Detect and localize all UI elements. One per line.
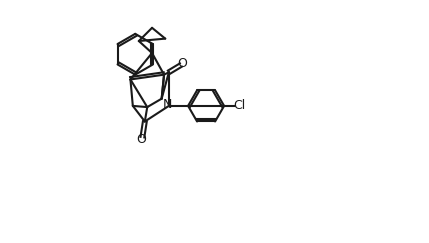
Text: N: N xyxy=(163,98,172,111)
Text: Cl: Cl xyxy=(234,99,246,112)
Text: O: O xyxy=(136,133,146,146)
Text: O: O xyxy=(177,57,187,70)
